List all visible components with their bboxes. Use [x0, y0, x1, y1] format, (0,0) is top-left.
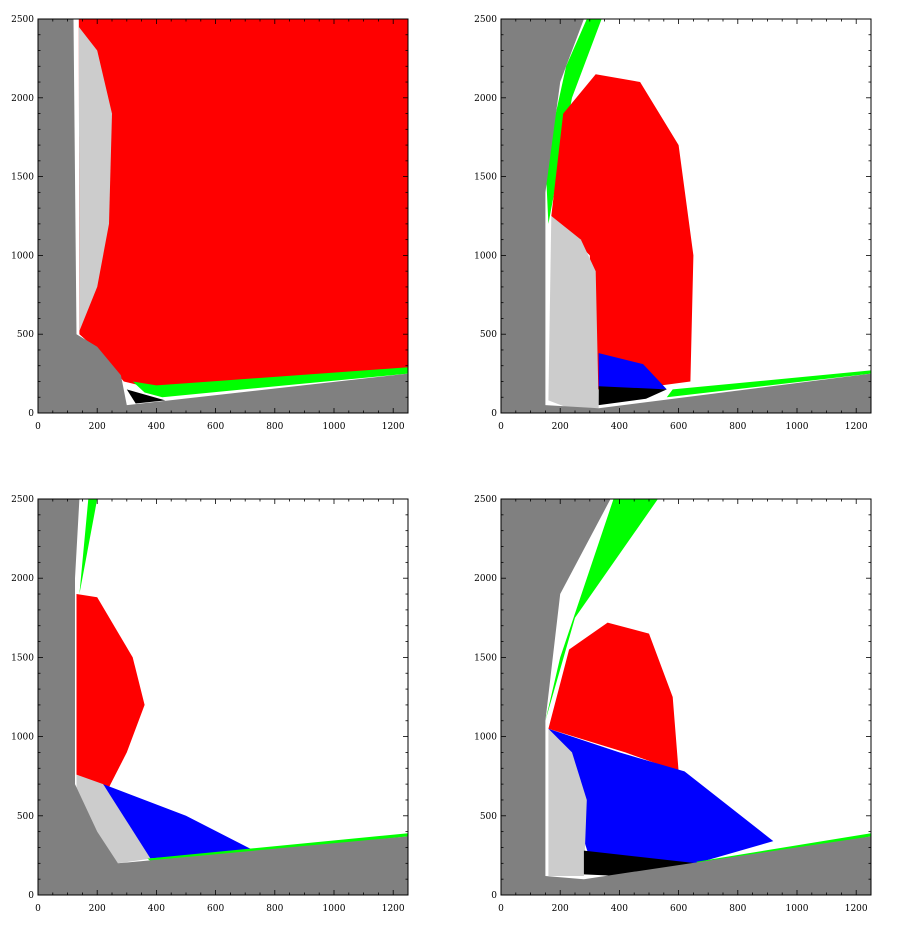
x-tick-label: 400 [611, 422, 628, 432]
y-tick-label: 2500 [474, 15, 497, 25]
panel-bottom-right: 0 200 400 600 800 1000 1200 0 500 1000 1500 2000 250… [474, 495, 872, 914]
x-tick-label: 600 [670, 904, 687, 914]
y-tick-label: 2000 [474, 94, 497, 104]
x-tick-label: 1200 [382, 904, 405, 914]
region-red [551, 74, 694, 390]
x-tick-label: 200 [552, 422, 569, 432]
y-tick-label: 2000 [474, 574, 497, 584]
panel-bottom-left: 0 200 400 600 800 1000 1200 0 500 1000 1500 2000 250… [11, 495, 409, 914]
region-solid [501, 499, 871, 895]
region-red [548, 622, 679, 772]
y-tick-label: 2000 [11, 574, 34, 584]
x-tick-label: 0 [498, 904, 504, 914]
plot-frame [500, 18, 872, 414]
x-tick-label: 1200 [382, 422, 405, 432]
region-red [76, 594, 145, 788]
region-solid [501, 19, 871, 413]
region-blue [598, 353, 667, 390]
x-tick-label: 800 [266, 422, 283, 432]
x-tick-label: 400 [611, 904, 628, 914]
x-tick-label: 1200 [845, 422, 868, 432]
region-red [78, 19, 409, 390]
region-light [548, 728, 587, 876]
y-tick-label: 2500 [11, 15, 34, 25]
x-tick-label: 400 [148, 422, 165, 432]
region-green [132, 367, 408, 398]
y-tick-label: 500 [17, 812, 34, 822]
y-tick-label: 2500 [11, 495, 34, 505]
x-tick-label: 200 [552, 904, 569, 914]
y-tick-label: 0 [491, 891, 497, 901]
panel-top-right: 0 200 400 600 800 1000 1200 0 500 1000 1500 2000 250… [474, 15, 872, 432]
region-green [666, 370, 871, 398]
x-tick-label: 200 [89, 904, 106, 914]
y-tick-label: 1000 [474, 251, 497, 261]
y-tick-label: 0 [491, 409, 497, 419]
y-tick-label: 500 [480, 812, 497, 822]
x-tick-label: 600 [207, 904, 224, 914]
x-tick-label: 1000 [786, 904, 809, 914]
region-solid [38, 499, 408, 895]
region-green [545, 19, 602, 224]
y-tick-label: 2500 [474, 495, 497, 505]
y-tick-label: 1500 [11, 173, 34, 183]
region-black [583, 850, 697, 876]
y-tick-label: 1000 [474, 733, 497, 743]
x-tick-label: 1200 [845, 904, 868, 914]
region-light [78, 26, 112, 332]
panel-top-left: 0 200 400 600 800 1000 1200 0 500 1000 1500 2000 250… [11, 15, 409, 432]
plot-frame [37, 18, 409, 414]
x-tick-label: 600 [207, 422, 224, 432]
y-tick-label: 1500 [11, 653, 34, 663]
region-black [126, 389, 166, 404]
x-tick-label: 800 [729, 904, 746, 914]
plot-frame [37, 498, 409, 896]
region-blue [548, 728, 774, 864]
y-tick-label: 0 [28, 409, 34, 419]
y-tick-label: 1500 [474, 173, 497, 183]
y-tick-label: 1500 [474, 653, 497, 663]
x-tick-label: 1000 [323, 904, 346, 914]
region-green [545, 499, 658, 721]
x-tick-label: 0 [498, 422, 504, 432]
y-tick-label: 500 [480, 330, 497, 340]
x-tick-label: 400 [148, 904, 165, 914]
plot-frame [500, 498, 872, 896]
x-tick-label: 0 [35, 422, 41, 432]
x-tick-label: 0 [35, 904, 41, 914]
y-tick-label: 2000 [11, 94, 34, 104]
x-tick-label: 200 [89, 422, 106, 432]
y-tick-label: 1000 [11, 733, 34, 743]
x-tick-label: 600 [670, 422, 687, 432]
region-green [79, 499, 98, 594]
x-tick-label: 1000 [323, 422, 346, 432]
y-tick-label: 500 [17, 330, 34, 340]
y-tick-label: 0 [28, 891, 34, 901]
region-black [598, 386, 667, 406]
x-tick-label: 800 [266, 904, 283, 914]
region-solid [38, 19, 408, 413]
x-tick-label: 1000 [786, 422, 809, 432]
x-tick-label: 800 [729, 422, 746, 432]
region-blue [103, 784, 255, 859]
region-light [548, 216, 599, 409]
y-tick-label: 1000 [11, 251, 34, 261]
